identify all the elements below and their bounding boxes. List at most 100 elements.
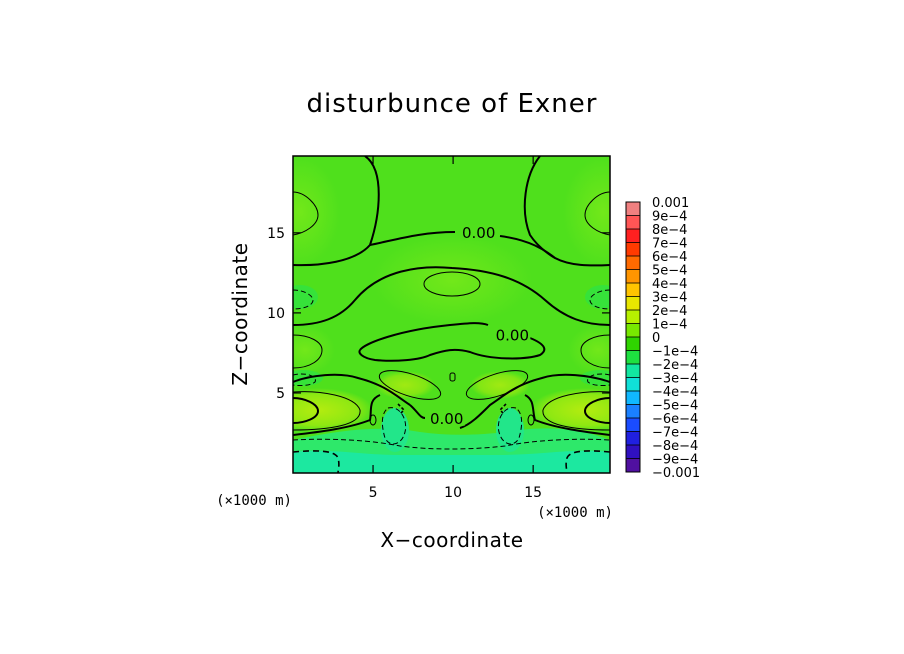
zero-contour-mid (293, 266, 610, 326)
y-axis-title: Z−coordinate (228, 242, 252, 385)
zero-contour-low-right (459, 373, 610, 429)
colorbar-label-17: −7e−4 (652, 426, 698, 441)
field-blob-mid-left (293, 325, 335, 375)
colorbar-segment-0 (626, 202, 640, 216)
y-tick-labels: 5 10 15 (267, 226, 285, 402)
colorbar-segment-16 (626, 418, 640, 432)
colorbar-label-8: 2e−4 (652, 304, 687, 319)
zero-contour-right-lobe (583, 397, 610, 424)
y-tick-label-1: 10 (267, 306, 285, 322)
x-tick-label-1: 10 (444, 485, 462, 501)
zero-contour-center (359, 322, 489, 351)
contour-label-1: 0.00 (496, 327, 529, 345)
colorbar-segment-11 (626, 350, 640, 365)
thin-contour-center (423, 271, 481, 297)
colorbar-segment-19 (626, 458, 640, 473)
thin-contour-yellow-left (293, 391, 361, 431)
colorbar-label-12: −2e−4 (652, 358, 698, 373)
colorbar-label-4: 6e−4 (652, 250, 687, 265)
y-tick-label-0: 5 (276, 386, 285, 402)
thin-contour-dot-left (369, 414, 377, 426)
colorbar-label-3: 7e−4 (652, 237, 687, 252)
colorbar-label-6: 4e−4 (652, 277, 687, 292)
field-blob-center (372, 235, 532, 325)
dashed-contour-pocket-right (497, 407, 523, 445)
colorbar-label-10: 0 (652, 331, 660, 346)
colorbar-labels: 0.0019e−48e−47e−46e−45e−44e−43e−42e−41e−… (652, 196, 700, 481)
dashed-contour-pocket-left (381, 407, 407, 445)
thin-contour-upper-right (584, 191, 610, 236)
contour-labels: 0.00 0.00 0.00 (428, 224, 531, 428)
contour-label-bg-2 (428, 410, 465, 426)
zero-contour-bottom-right (524, 394, 610, 436)
thin-contour-center-small (449, 372, 456, 382)
colorbar-segment-1 (626, 215, 640, 230)
field-blob-upper-right (563, 157, 610, 267)
field-blob-mid-right (568, 325, 610, 375)
thin-contour-yellow-right (542, 391, 610, 431)
colorbar-segment-14 (626, 391, 640, 405)
x-unit-label: (×1000 m) (537, 505, 613, 521)
colorbar (625, 201, 641, 473)
thin-contour-inner-left (378, 370, 442, 400)
x-tick-label-2: 15 (524, 485, 542, 501)
colorbar-segment-2 (626, 229, 640, 243)
zero-contour-left-lobe (293, 397, 320, 424)
field-negative-pocket-left (381, 408, 409, 452)
thin-contour-inner-right (465, 370, 529, 400)
colorbar-label-16: −6e−4 (652, 412, 698, 427)
field-negative-mid-left (293, 285, 318, 309)
colorbar-label-18: −8e−4 (652, 439, 698, 454)
dashed-contour-bottom-band (293, 438, 610, 450)
colorbar-segment-18 (626, 445, 640, 459)
contour-label-bg-0 (460, 225, 497, 241)
heatmap-field (293, 156, 610, 473)
colorbar-label-9: 1e−4 (652, 318, 687, 333)
zero-contour-top-d (523, 156, 556, 259)
colorbar-segment-17 (626, 431, 640, 446)
chart-title: disturbunce of Exner (307, 89, 598, 119)
dashed-contour-bottom-right (565, 450, 610, 473)
y-unit-label: (×1000 m) (216, 493, 292, 509)
zero-contour-center-b (358, 337, 546, 362)
zero-contour-top-b (369, 231, 456, 246)
thin-contour-mid-right (580, 334, 610, 369)
field-blob-upper-left (293, 157, 340, 267)
colorbar-label-11: −1e−4 (652, 345, 698, 360)
thin-contour-mid-left (293, 334, 323, 369)
colorbar-segment-9 (626, 323, 640, 338)
contour-label-bg-1 (494, 327, 531, 343)
colorbar-segment-7 (626, 296, 640, 311)
dashed-contour-tick-left (397, 403, 406, 415)
x-axis-title: X−coordinate (380, 528, 523, 552)
zero-contour-low-center (409, 404, 426, 419)
contour-label-2: 0.00 (430, 410, 463, 428)
y-tick-label-2: 15 (267, 226, 285, 242)
thin-contour-upper-left (293, 191, 319, 236)
plot-frame (292, 155, 611, 474)
field-negative-strong (293, 450, 610, 473)
contour-lines (293, 156, 610, 473)
colorbar-segment-13 (626, 377, 640, 392)
zero-contour-low-left (293, 373, 411, 406)
colorbar-label-1: 9e−4 (652, 210, 687, 225)
colorbar-segment-3 (626, 242, 640, 257)
dashed-contour-mid-right (589, 289, 610, 310)
dashed-contour-mid-left (293, 289, 314, 310)
contour-label-0: 0.00 (462, 224, 495, 242)
colorbar-label-19: −9e−4 (652, 453, 698, 468)
field-negative-mid-right (585, 285, 610, 309)
colorbar-label-5: 5e−4 (652, 264, 687, 279)
colorbar-label-15: −5e−4 (652, 399, 698, 414)
colorbar-label-20: −0.001 (652, 466, 700, 481)
colorbar-label-14: −4e−4 (652, 385, 698, 400)
colorbar-label-7: 3e−4 (652, 291, 687, 306)
colorbar-label-0: 0.001 (652, 196, 689, 211)
colorbar-label-13: −3e−4 (652, 372, 698, 387)
colorbar-segment-15 (626, 404, 640, 419)
dashed-contour-low-left (293, 373, 316, 387)
x-tick-labels: 5 10 15 (369, 485, 542, 501)
colorbar-segment-4 (626, 256, 640, 270)
thin-contour-dot-right (527, 414, 535, 426)
